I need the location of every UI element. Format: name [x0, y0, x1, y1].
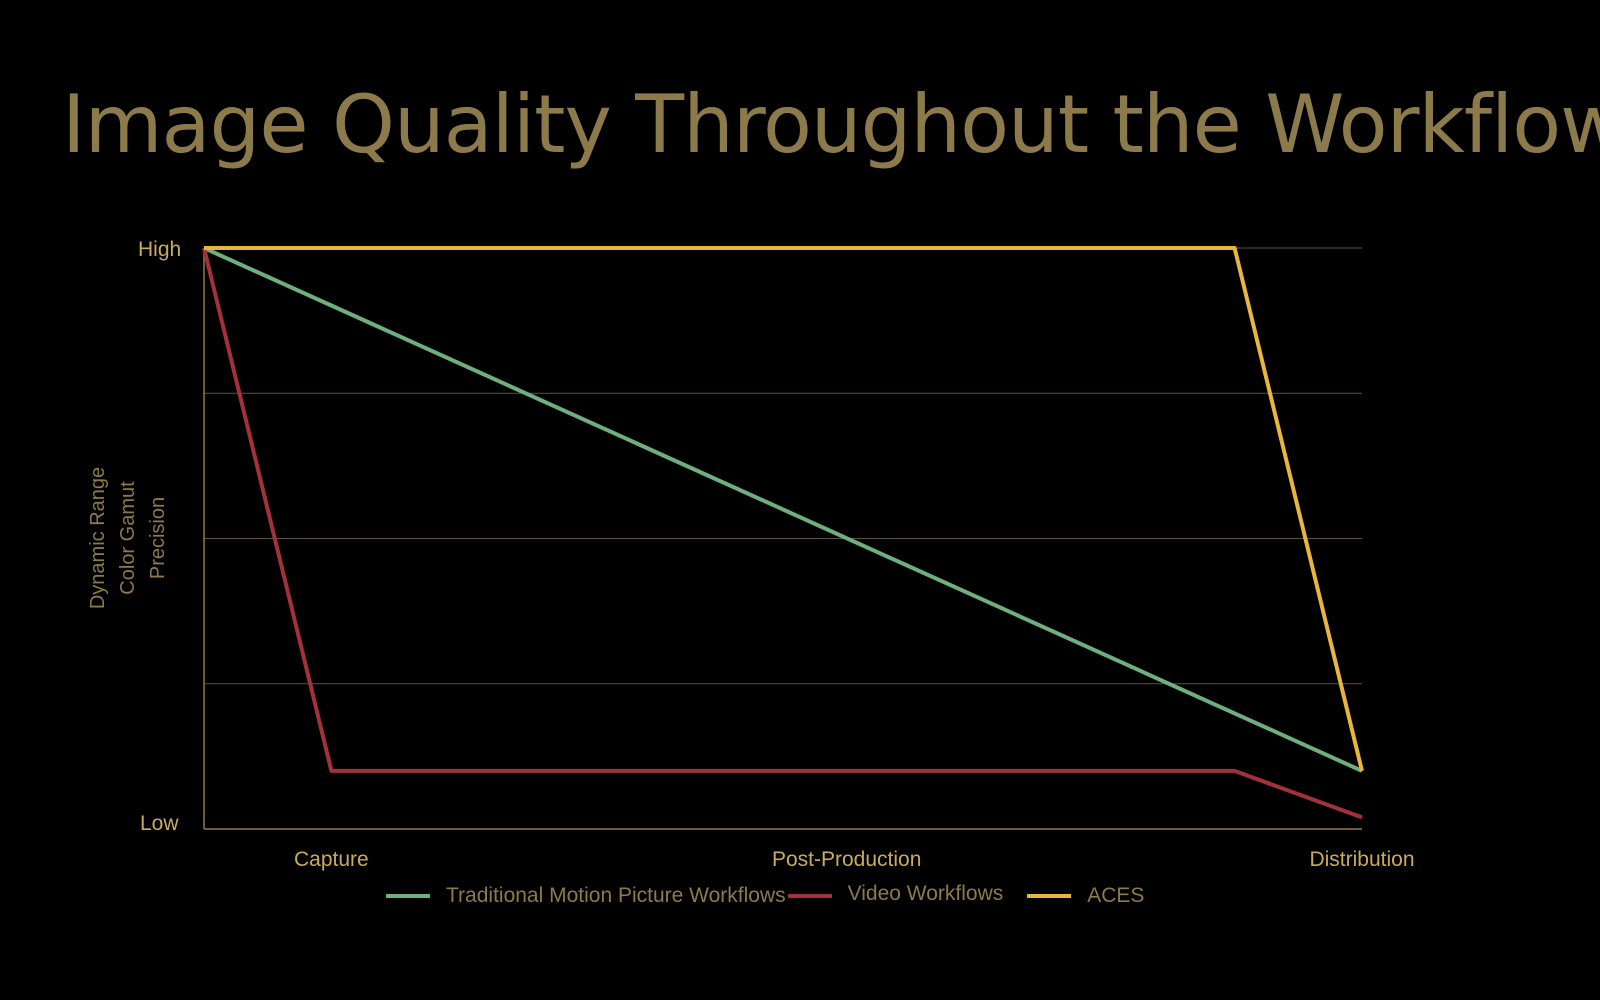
legend-label-video: Video Workflows [847, 882, 1004, 905]
y-axis-title-line: Dynamic Range [87, 466, 109, 610]
y-tick-label-low: Low [140, 812, 179, 835]
y-axis-title-line: Color Gamut [117, 481, 139, 595]
series-lines [202, 246, 1364, 820]
x-tick-label-distribution: Distribution [1309, 848, 1415, 871]
x-tick-label-capture: Capture [294, 848, 369, 871]
series-line-traditional-motion-picture-workflows [203, 246, 1363, 773]
chart-title: Image Quality Throughout the Workflow [62, 78, 1600, 171]
series-line-aces [204, 246, 1364, 772]
y-axis-title-line: Precision [147, 496, 169, 580]
legend-item-video: Video Workflows [787, 882, 1004, 908]
legend-label-traditional: Traditional Motion Picture Workflows [446, 884, 786, 907]
legend: Traditional Motion Picture Workflows Vid… [386, 882, 1144, 908]
axes [203, 248, 1362, 830]
y-tick-label-high: High [138, 238, 182, 261]
legend-swatch-video [787, 894, 832, 898]
legend-swatch-traditional [386, 894, 430, 898]
legend-label-aces: ACES [1087, 884, 1145, 907]
legend-item-traditional: Traditional Motion Picture Workflows [386, 884, 786, 908]
series-line-video-workflows [202, 247, 1363, 820]
legend-item-aces: ACES [1027, 884, 1144, 908]
legend-swatch-aces [1027, 894, 1072, 898]
grid-lines [204, 247, 1362, 685]
x-tick-label-post-production: Post-Production [771, 848, 922, 871]
